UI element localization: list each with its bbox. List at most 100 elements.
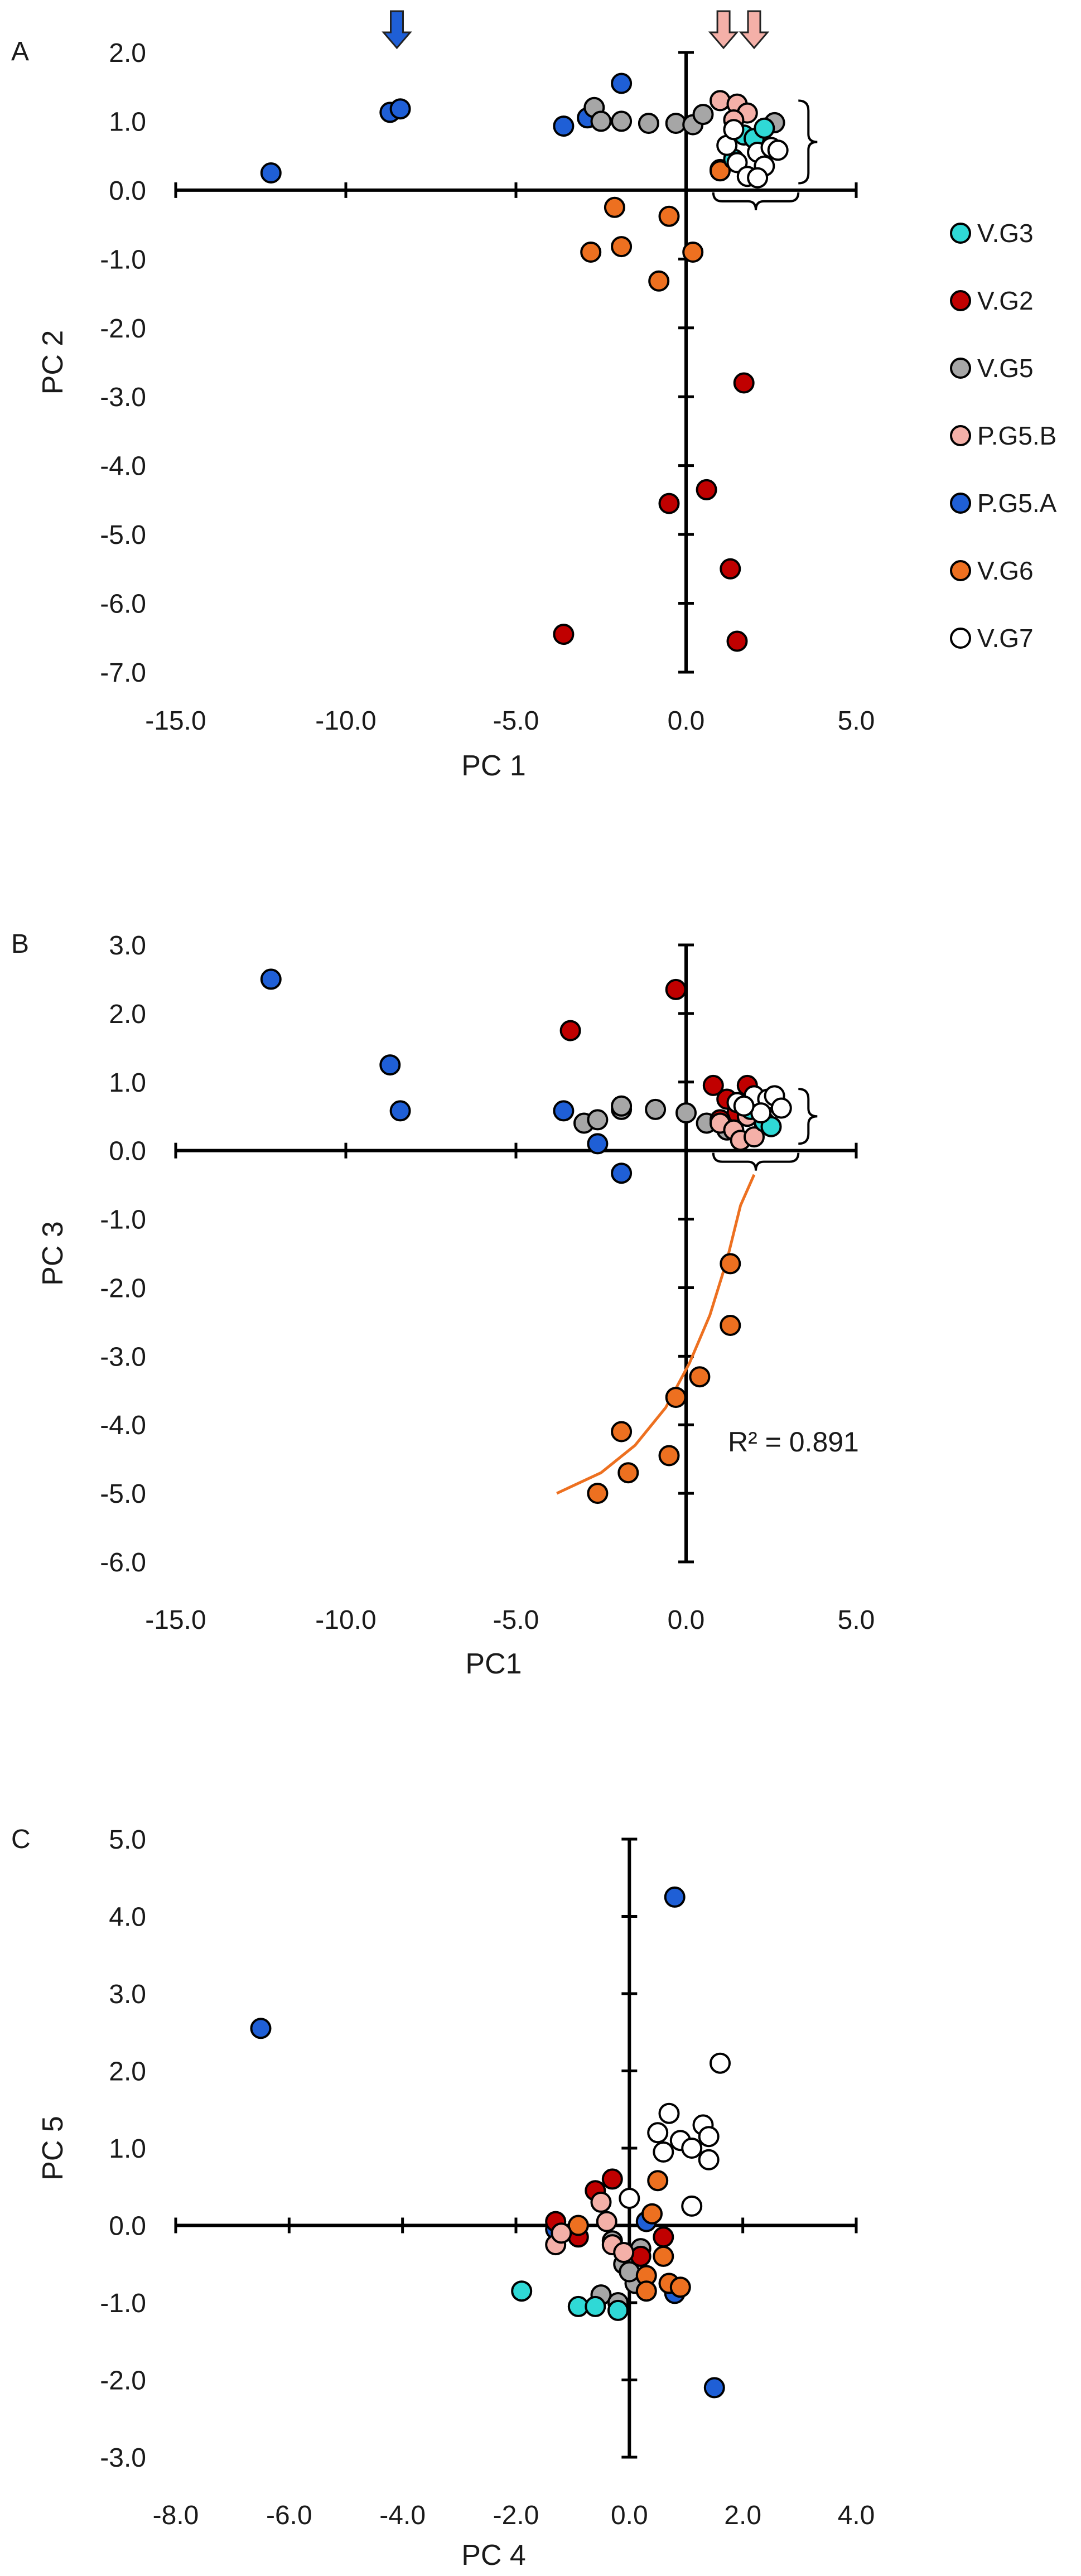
x-tick-label: 5.0 <box>838 706 875 736</box>
y-tick-label: -2.0 <box>100 2366 146 2396</box>
data-point-v-g6 <box>658 205 680 227</box>
data-point-p-g5-a <box>611 73 633 94</box>
data-point-v-g5 <box>692 104 714 126</box>
legend-marker <box>950 358 971 379</box>
data-point-p-g5-a <box>664 1886 686 1908</box>
data-point-v-g2 <box>726 630 748 652</box>
data-point-v-g2 <box>601 2168 623 2190</box>
data-point-v-g2 <box>553 624 575 645</box>
data-point-v-g2 <box>665 978 687 1000</box>
y-tick-label: 0.0 <box>109 176 146 206</box>
legend-label: V.G5 <box>977 354 1034 383</box>
cluster-bracket-bottom <box>712 1152 800 1171</box>
data-point-p-g5-a <box>379 1054 401 1076</box>
data-point-p-g5-a <box>611 1162 633 1184</box>
down-arrow-icon <box>382 10 412 50</box>
cluster-bracket-bottom <box>712 192 800 210</box>
y-axis-title: PC 2 <box>37 330 69 395</box>
data-point-p-g5-a <box>389 1100 411 1122</box>
y-tick-label: -2.0 <box>100 1273 146 1303</box>
legend-label: V.G2 <box>977 286 1034 315</box>
data-point-v-g7 <box>647 2122 669 2144</box>
data-point-v-g7 <box>723 119 745 141</box>
y-tick-label: -3.0 <box>100 2443 146 2473</box>
x-tick-label: -15.0 <box>145 1605 206 1635</box>
x-tick-label: 2.0 <box>724 2501 761 2530</box>
legend-label: V.G7 <box>977 624 1034 653</box>
legend-marker <box>950 425 971 446</box>
data-point-v-g2 <box>630 2245 652 2267</box>
y-tick-label: 2.0 <box>109 38 146 68</box>
data-point-v-g6 <box>580 242 602 263</box>
data-point-p-g5-b <box>613 2242 635 2263</box>
legend-marker <box>950 223 971 244</box>
down-arrow-icon <box>739 10 770 50</box>
data-point-p-g5-b <box>710 90 731 112</box>
y-tick-label: -1.0 <box>100 245 146 274</box>
y-tick-label: 5.0 <box>109 1825 146 1855</box>
x-tick-label: -15.0 <box>145 706 206 736</box>
data-point-v-g2 <box>702 1074 724 1096</box>
data-point-p-g5-a <box>250 2018 272 2039</box>
data-point-v-g6 <box>653 2245 674 2267</box>
y-tick-label: 1.0 <box>109 2134 146 2164</box>
legend-label: V.G3 <box>977 219 1034 248</box>
data-point-v-g2 <box>653 2226 674 2248</box>
legend-marker <box>950 560 971 581</box>
legend-marker <box>950 628 971 649</box>
data-point-p-g5-a <box>260 968 282 990</box>
trend-line <box>556 1174 756 1495</box>
panel-letter: A <box>11 37 29 66</box>
y-tick-label: -4.0 <box>100 1411 146 1440</box>
cluster-bracket-right <box>798 99 818 185</box>
data-point-v-g7 <box>658 2102 680 2124</box>
data-point-v-g6 <box>611 1421 633 1443</box>
legend-label: P.G5.B <box>977 421 1056 450</box>
x-axis-title: PC1 <box>465 1648 522 1680</box>
y-tick-label: -3.0 <box>100 1342 146 1372</box>
data-point-v-g3 <box>754 117 775 139</box>
data-point-v-g6 <box>611 236 633 258</box>
data-point-v-g7 <box>710 2052 731 2074</box>
data-point-v-g6 <box>665 1387 687 1408</box>
y-tick-label: 2.0 <box>109 1000 146 1029</box>
panel-b: B -15.0 -10.0 -5.0 0.0 5.0 -6.0 -5.0 -4.0 -3.0 -2.… <box>11 929 875 1680</box>
y-tick-label: 3.0 <box>109 931 146 961</box>
x-axis-title: PC 4 <box>461 2539 526 2572</box>
data-point-v-g6 <box>647 2170 669 2192</box>
y-tick-label: -5.0 <box>100 1479 146 1509</box>
data-point-v-g6 <box>710 160 731 182</box>
data-point-v-g6 <box>648 270 670 292</box>
data-point-v-g7 <box>698 2149 720 2170</box>
y-tick-label: -5.0 <box>100 520 146 550</box>
panel-c: C -8.0 -6.0 -4.0 -2.0 0.0 2.0 4.0 -3.0 -2.0 -1.0 0.… <box>11 1825 875 2572</box>
data-point-v-g5 <box>611 1095 633 1117</box>
data-point-v-g5 <box>638 113 659 134</box>
y-tick-label: 4.0 <box>109 1903 146 1932</box>
data-point-p-g5-a <box>389 98 411 120</box>
x-tick-label: 4.0 <box>838 2501 875 2530</box>
data-point-v-g6 <box>689 1366 711 1388</box>
x-tick-label: -2.0 <box>493 2501 539 2530</box>
x-tick-label: -10.0 <box>315 1605 376 1635</box>
data-point-v-g6 <box>682 242 704 263</box>
data-point-v-g7 <box>767 139 789 161</box>
data-point-v-g6 <box>669 2276 691 2298</box>
y-axis-title: PC 5 <box>37 2116 69 2181</box>
data-point-v-g6 <box>658 1445 680 1467</box>
data-point-p-g5-a <box>553 115 575 137</box>
data-point-p-g5-b <box>596 2211 617 2232</box>
y-tick-label: -4.0 <box>100 452 146 481</box>
panel-a: A -15.0 -10.0 -5.0 0.0 5.0 -7.0 -6.0 -5.0 -4.0 -3.… <box>11 10 875 782</box>
legend: V.G3 V.G2 V.G5 P.G5.B P.G5.A V.G6 V.G7 <box>950 219 1057 653</box>
data-point-v-g7 <box>770 1097 792 1119</box>
legend-label: V.G6 <box>977 556 1034 585</box>
y-tick-label: 0.0 <box>109 1137 146 1166</box>
data-point-v-g6 <box>720 1253 741 1275</box>
data-point-v-g5 <box>645 1098 667 1120</box>
y-tick-label: -2.0 <box>100 314 146 344</box>
y-tick-label: 0.0 <box>109 2212 146 2241</box>
data-point-v-g2 <box>733 372 755 394</box>
data-point-p-g5-a <box>553 1100 575 1122</box>
